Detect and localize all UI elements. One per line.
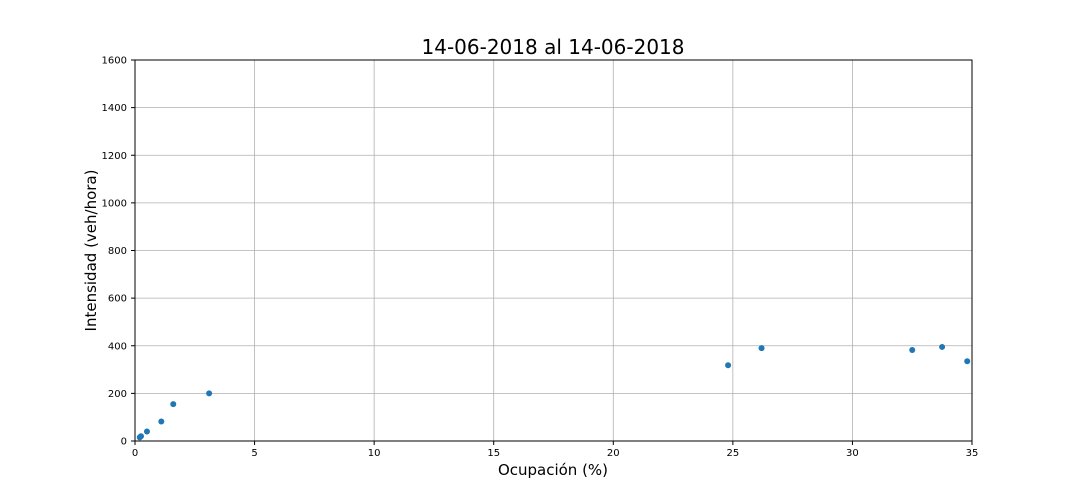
data-point bbox=[939, 343, 946, 350]
x-tick-label: 10 bbox=[368, 448, 381, 459]
x-tick-label: 25 bbox=[726, 448, 739, 459]
y-axis: 0 200 400 600 800 1000 1200 1400 1600 bbox=[102, 56, 135, 448]
data-point bbox=[143, 428, 150, 435]
x-tick-label: 5 bbox=[251, 448, 257, 459]
data-point bbox=[206, 390, 213, 397]
x-axis: 0 5 10 15 20 25 30 35 bbox=[132, 441, 979, 459]
x-tick-label: 35 bbox=[966, 448, 979, 459]
chart-title: 14-06-2018 al 14-06-2018 bbox=[422, 35, 685, 59]
x-axis-label: Ocupación (%) bbox=[498, 461, 608, 479]
data-point bbox=[158, 418, 165, 425]
y-tick-label: 600 bbox=[108, 294, 127, 305]
y-tick-label: 1000 bbox=[102, 198, 127, 209]
grid-lines bbox=[134, 59, 973, 442]
data-point bbox=[964, 358, 971, 365]
x-tick-label: 0 bbox=[132, 448, 138, 459]
data-point bbox=[137, 433, 144, 440]
data-point bbox=[170, 401, 177, 408]
data-point bbox=[909, 347, 916, 354]
y-tick-label: 1600 bbox=[102, 56, 127, 67]
y-tick-label: 0 bbox=[121, 437, 127, 448]
data-points bbox=[136, 343, 971, 441]
y-tick-label: 400 bbox=[108, 341, 127, 352]
y-tick-label: 200 bbox=[108, 389, 127, 400]
x-tick-label: 15 bbox=[487, 448, 500, 459]
data-point bbox=[725, 362, 732, 369]
y-tick-label: 1200 bbox=[102, 151, 127, 162]
data-point bbox=[758, 345, 765, 352]
y-tick-label: 800 bbox=[108, 246, 127, 257]
y-tick-label: 1400 bbox=[102, 103, 127, 114]
y-axis-label: Intensidad (veh/hora) bbox=[82, 170, 100, 332]
x-tick-label: 20 bbox=[607, 448, 620, 459]
x-tick-label: 30 bbox=[846, 448, 859, 459]
